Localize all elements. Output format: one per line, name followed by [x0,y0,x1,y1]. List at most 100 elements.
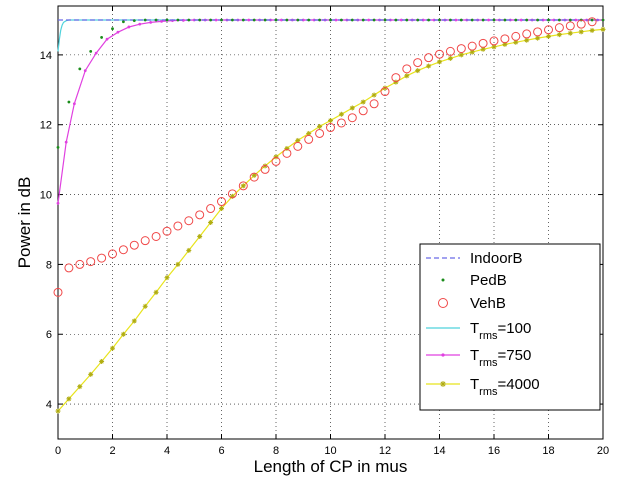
star-mark [470,49,475,55]
legend-item-pedb: PedB [441,272,507,289]
series-pedb [56,18,605,149]
x-tick-label: 14 [433,445,445,457]
star-mark [110,346,115,351]
data-point [456,44,466,54]
data-point [293,141,303,151]
data-point [184,216,194,226]
star-mark [437,59,442,64]
data-point [427,18,430,22]
legend-label: PedB [470,272,507,289]
star-mark [208,220,213,225]
data-point [340,18,343,22]
star-mark [295,138,300,143]
data-point [601,18,605,22]
star-mark [350,105,355,111]
legend-marker [441,353,445,357]
data-point [307,18,311,22]
data-point [552,18,556,22]
data-point [301,18,305,22]
data-point [304,134,314,144]
data-point [405,18,409,22]
x-tick-label: 2 [109,445,115,457]
data-point [565,21,575,31]
data-point [522,29,532,39]
data-point [576,19,586,29]
data-point [590,18,594,22]
data-point [209,18,213,22]
x-tick-label: 6 [218,445,224,457]
data-point [416,18,420,22]
series-line [57,19,603,52]
data-point [56,201,60,205]
star-mark [404,73,409,78]
data-point [334,18,338,22]
legend-label: Trms=750 [470,347,531,369]
data-point [459,18,463,22]
x-tick-label: 10 [324,445,336,457]
data-point [503,18,507,22]
star-mark [175,262,181,267]
data-point [424,53,434,63]
data-point [78,67,82,71]
data-point [238,181,248,191]
data-point [470,18,474,22]
data-point [587,17,597,27]
star-mark [262,163,268,169]
star-mark [153,290,159,295]
series-layer [53,17,606,414]
data-point [367,18,371,22]
data-point [350,18,354,22]
data-point [143,18,147,22]
data-point [454,18,458,22]
data-point [511,31,521,41]
star-mark [99,359,104,364]
star-mark [568,31,573,36]
data-point [260,164,270,174]
legend-item-vehb: VehB [438,295,506,312]
x-axis-label: Length of CP in mus [254,457,408,476]
y-tick-label: 10 [40,190,52,202]
data-point [500,34,510,44]
data-point [231,18,234,22]
data-point [132,19,136,23]
star-mark [339,112,344,117]
data-point [435,49,444,59]
data-point [118,245,128,255]
star-mark [371,92,377,98]
star-mark [197,234,202,239]
data-point [421,18,425,22]
data-point [519,18,523,22]
legend-item-indoorb: IndoorB [426,250,523,267]
star-mark [164,275,170,280]
data-point [127,25,131,29]
data-point [100,36,103,39]
data-point [214,18,218,22]
data-point [478,38,488,48]
data-point [399,18,403,22]
data-point [467,41,477,51]
x-tick-label: 18 [542,445,554,457]
data-point [558,18,561,22]
legend-label: Trms=100 [470,320,531,342]
data-point [160,19,163,23]
grid [58,6,603,439]
star-mark [186,248,191,253]
star-mark [557,32,562,37]
y-axis-label: Power in dB [15,177,34,269]
star-mark [328,118,333,123]
data-point [149,21,153,24]
data-point [271,156,281,166]
data-point [514,18,518,22]
data-point [544,25,553,35]
x-tick-label: 0 [55,445,61,457]
data-point [282,148,292,158]
star-mark [132,318,137,324]
data-point [326,123,335,133]
data-point [315,128,325,138]
star-mark [589,28,595,33]
star-mark [393,80,399,85]
star-mark [317,124,322,129]
data-point [391,73,401,83]
